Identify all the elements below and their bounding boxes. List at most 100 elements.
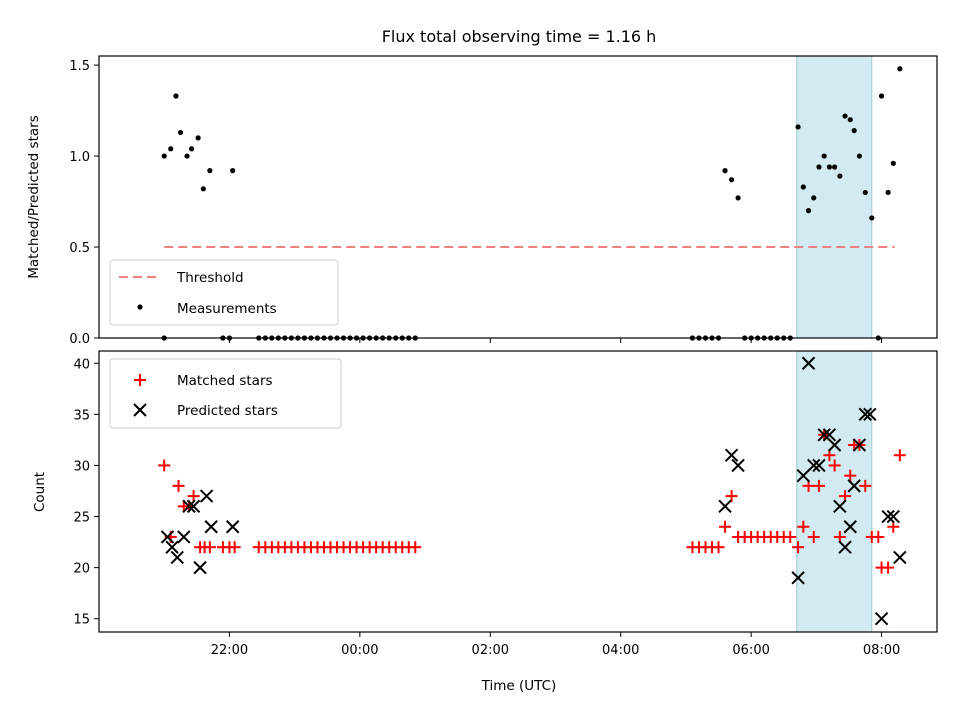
matched-star-point (712, 541, 725, 554)
matched-star-point (158, 459, 171, 472)
bottom-y-tick-label: 20 (73, 562, 90, 577)
predicted-star-point (204, 520, 218, 534)
measurements-legend-swatch (137, 304, 143, 310)
top-y-tick-label: 1.5 (69, 59, 90, 74)
matched-star-point (792, 541, 805, 554)
x-tick-label: 22:00 (211, 643, 248, 658)
measurement-point (856, 153, 862, 159)
x-tick-label: 06:00 (732, 643, 769, 658)
x-tick-label: 00:00 (341, 643, 378, 658)
predicted-star-point (160, 530, 175, 544)
matched-star-point (859, 479, 872, 492)
predicted-star-point (718, 499, 732, 514)
measurement-point (862, 189, 868, 196)
predicted-star-point (847, 479, 861, 493)
predicted-star-point (170, 550, 184, 565)
matched-star-point (187, 490, 200, 503)
x-tick-label: 08:00 (863, 643, 900, 658)
predicted-star-point (807, 458, 821, 473)
measurement-point (177, 129, 184, 136)
top-plot-frame (98, 55, 938, 339)
predicted-star-point (833, 499, 847, 514)
measurement-point (890, 160, 896, 166)
matched-star-point (228, 541, 241, 554)
predicted-star-point (863, 407, 877, 422)
bottom-y-axis-label: Count (32, 472, 48, 512)
threshold-legend-label: Threshold (176, 270, 244, 286)
matched-star-point (844, 469, 857, 482)
matched-star-point (784, 530, 797, 543)
x-axis-label: Time (UTC) (481, 678, 557, 694)
predicted-star-point (852, 438, 867, 452)
matched-star-point (203, 541, 216, 554)
predicted-star-point (731, 458, 745, 473)
measurement-point (735, 195, 741, 201)
matched-star-point (725, 490, 738, 503)
predicted-star-point (881, 509, 895, 524)
x-tick-label: 02:00 (472, 643, 509, 658)
measurement-point (207, 168, 213, 174)
predicted-star-point (165, 540, 179, 554)
top-y-tick-label: 0.5 (69, 241, 90, 256)
top-y-axis: 0.0 0.5 1.0 1.5 (69, 59, 99, 347)
predicted-legend-label: Predicted stars (177, 403, 278, 419)
measurement-point (811, 195, 817, 201)
top-x-axis-ticks (228, 338, 883, 343)
top-highlight-span (796, 55, 873, 339)
matched-star-point (872, 530, 885, 543)
matched-star-point (797, 520, 810, 533)
measurement-point (173, 93, 179, 99)
predicted-star-point (893, 550, 907, 565)
bottom-y-tick-label: 25 (73, 511, 90, 526)
predicted-star-point (199, 489, 214, 503)
predicted-star-point (838, 540, 852, 554)
top-y-tick-label: 0.0 (69, 332, 90, 347)
predicted-star-point (886, 509, 901, 524)
measurement-point (851, 127, 857, 134)
predicted-star-point (822, 428, 837, 442)
bottom-legend: Matched stars Predicted stars (109, 358, 342, 429)
measurement-point (847, 117, 853, 123)
bottom-y-axis: 15 20 25 30 35 40 (73, 357, 99, 628)
predicted-star-point (843, 520, 857, 534)
predicted-star-point (812, 458, 826, 473)
predicted-star-point (193, 560, 207, 575)
predicted-legend-swatch (133, 403, 147, 417)
predicted-star-point (182, 499, 196, 514)
bottom-y-tick-label: 35 (73, 408, 90, 423)
measurement-point (189, 146, 195, 152)
measurement-point (816, 164, 822, 170)
x-tick-label: 04:00 (602, 643, 639, 658)
measurement-point (832, 164, 838, 170)
bottom-y-tick-label: 15 (73, 613, 90, 628)
chart-title: Flux total observing time = 1.16 h (382, 27, 657, 46)
measurement-point (168, 146, 174, 152)
measurement-point (869, 215, 875, 221)
measurement-point (837, 173, 843, 179)
measurement-point (885, 189, 891, 196)
bottom-x-axis: 22:00 00:00 02:00 04:00 06:00 08:00 (211, 632, 900, 658)
matched-star-point (882, 561, 895, 574)
top-legend: Threshold Measurements (109, 259, 339, 326)
measurements-legend-label: Measurements (177, 301, 277, 317)
count-points (158, 356, 907, 626)
measurement-points (161, 66, 903, 341)
predicted-star-point (874, 612, 889, 626)
matched-star-point (893, 449, 906, 462)
measurement-point (897, 66, 903, 72)
predicted-star-point (801, 356, 816, 370)
predicted-star-point (817, 428, 831, 442)
matched-legend-swatch (134, 374, 146, 386)
matched-star-point (172, 479, 185, 492)
bottom-y-tick-label: 40 (73, 357, 90, 372)
predicted-star-point (796, 468, 811, 483)
bottom-legend-box (109, 358, 342, 429)
matched-star-point (409, 541, 422, 554)
matched-legend-label: Matched stars (177, 373, 273, 389)
matched-star-point (812, 479, 825, 492)
predicted-star-point (225, 520, 240, 534)
measurement-point (184, 153, 190, 159)
predicted-star-point (827, 438, 842, 452)
measurement-point (842, 113, 848, 119)
predicted-star-point (791, 571, 805, 585)
